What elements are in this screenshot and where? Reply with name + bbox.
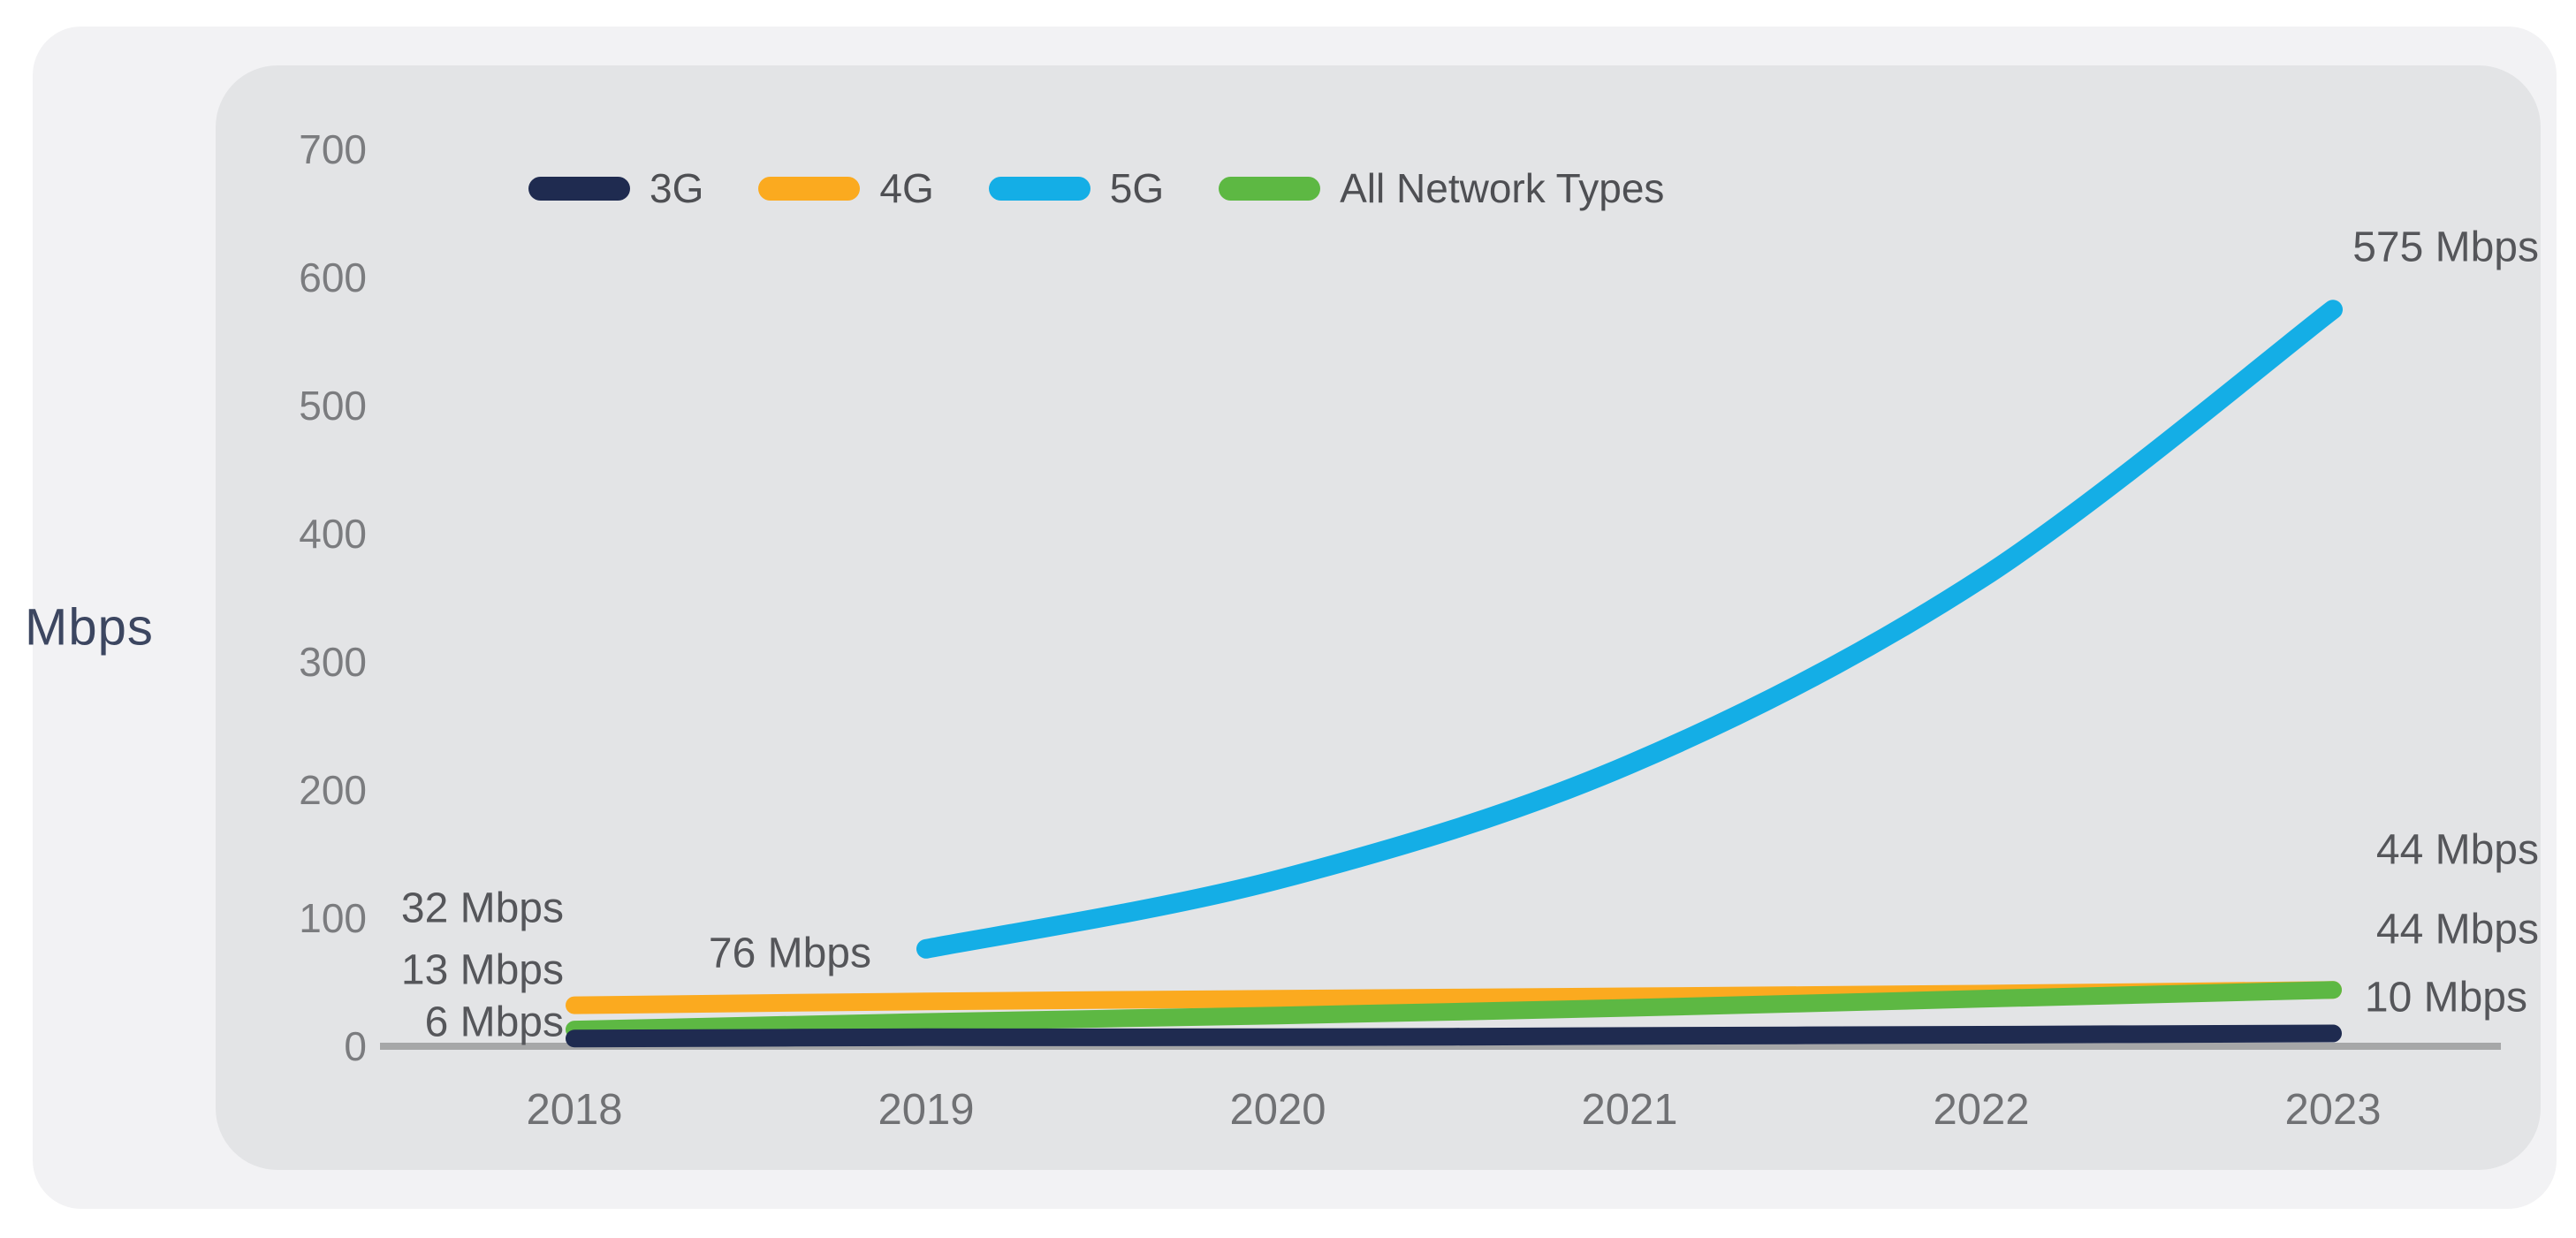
- x-tick-label-2022: 2022: [1933, 1086, 2030, 1134]
- annotation-4g-2023: 44 Mbps: [2375, 826, 2539, 874]
- series-line-3g: [566, 1024, 2342, 1048]
- annotation-5g-2019: 76 Mbps: [708, 930, 871, 977]
- annotation-4g-2018: 32 Mbps: [400, 885, 564, 932]
- x-tick-label-2019: 2019: [878, 1086, 975, 1134]
- legend-item-all-network-types: All Network Types: [1219, 164, 1664, 212]
- y-tick-label-200: 200: [299, 767, 367, 813]
- legend-swatch-4g: [758, 176, 861, 201]
- y-tick-label-500: 500: [299, 383, 367, 429]
- y-tick-label-400: 400: [299, 511, 367, 557]
- legend-label-4g: 4G: [879, 165, 934, 211]
- legend-label-5g: 5G: [1109, 165, 1165, 211]
- y-tick-label-0: 0: [344, 1023, 367, 1069]
- x-tick-label-2023: 2023: [2284, 1086, 2382, 1134]
- annotation-all-network-types-2023: 44 Mbps: [2375, 906, 2539, 953]
- legend-item-5g: 5G: [988, 164, 1165, 212]
- legend-item-3g: 3G: [528, 164, 703, 212]
- legend-swatch-all-network-types: [1219, 176, 1321, 201]
- y-axis-title: Mbps: [25, 598, 154, 657]
- legend-item-4g: 4G: [758, 164, 934, 212]
- y-tick-label-300: 300: [299, 639, 367, 685]
- chart-legend: 3G 4G 5G All Network Types: [528, 164, 1719, 212]
- annotation-all-network-types-2018: 13 Mbps: [400, 946, 564, 994]
- x-tick-label-2020: 2020: [1229, 1086, 1326, 1134]
- annotation-5g-2023: 575 Mbps: [2352, 224, 2539, 271]
- series-line-5g: [916, 300, 2343, 959]
- legend-label-3g: 3G: [650, 165, 704, 211]
- x-tick-label-2021: 2021: [1581, 1086, 1678, 1134]
- legend-swatch-3g: [528, 176, 630, 201]
- legend-swatch-5g: [988, 176, 1090, 201]
- x-tick-label-2018: 2018: [526, 1086, 623, 1134]
- legend-label-all-network-types: All Network Types: [1340, 165, 1665, 211]
- annotation-3g-2018: 6 Mbps: [424, 999, 564, 1046]
- y-tick-label-100: 100: [299, 895, 367, 941]
- series-line-all-network-types: [566, 981, 2342, 1039]
- y-tick-label-700: 700: [299, 126, 367, 172]
- annotation-3g-2023: 10 Mbps: [2364, 974, 2527, 1021]
- y-tick-label-600: 600: [299, 254, 367, 300]
